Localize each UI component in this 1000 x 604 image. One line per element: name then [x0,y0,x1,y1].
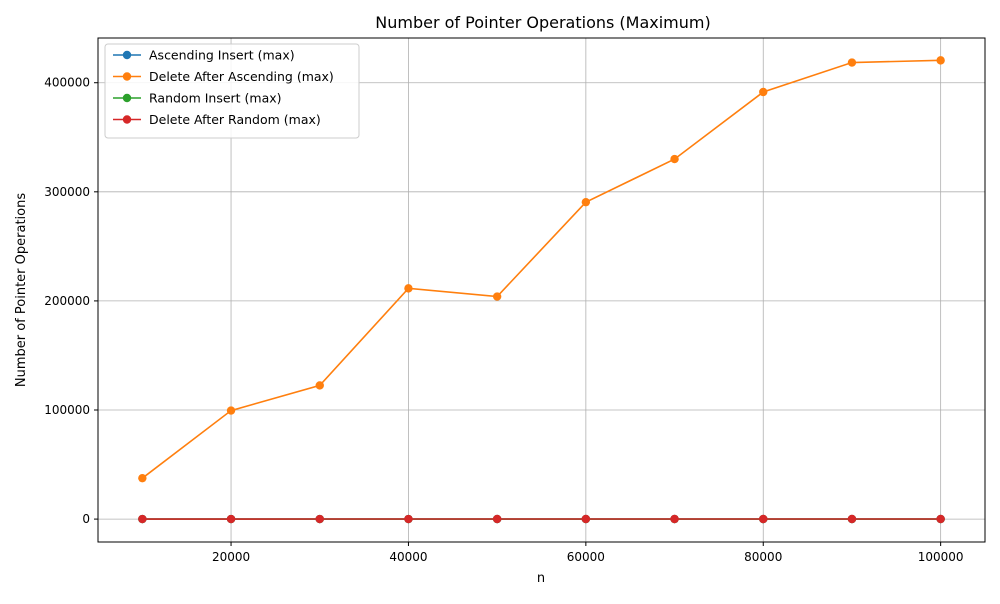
legend-marker [123,115,131,123]
data-point [227,406,235,414]
y-tick-label: 400000 [44,76,90,90]
data-point [670,515,678,523]
legend: Ascending Insert (max) Delete After Ascen… [105,44,359,138]
data-point [848,58,856,66]
x-tick-label: 100000 [918,550,964,564]
x-axis-label: n [537,571,545,586]
data-point [582,198,590,206]
data-point [138,474,146,482]
legend-marker [123,51,131,59]
data-point [316,515,324,523]
data-point [670,155,678,163]
legend-label: Ascending Insert (max) [149,48,295,63]
legend-label: Delete After Random (max) [149,112,321,127]
data-point [138,515,146,523]
y-axis-label: Number of Pointer Operations [14,193,29,387]
data-point [227,515,235,523]
data-point [316,381,324,389]
data-point [404,515,412,523]
chart-title: Number of Pointer Operations (Maximum) [375,13,710,32]
data-point [848,515,856,523]
data-point [936,515,944,523]
data-point [582,515,590,523]
legend-label: Random Insert (max) [149,91,282,106]
legend-label: Delete After Ascending (max) [149,69,334,84]
data-point [759,88,767,96]
x-tick-label: 60000 [567,550,605,564]
legend-marker [123,94,131,102]
y-tick-label: 300000 [44,185,90,199]
data-point [493,515,501,523]
y-tick-label: 100000 [44,403,90,417]
x-tick-label: 40000 [389,550,427,564]
x-tick-label: 20000 [212,550,250,564]
data-point [493,292,501,300]
data-point [404,284,412,292]
x-tick-label: 80000 [744,550,782,564]
legend-marker [123,72,131,80]
y-tick-label: 0 [82,512,90,526]
data-point [936,56,944,64]
data-point [759,515,767,523]
y-tick-label: 200000 [44,294,90,308]
